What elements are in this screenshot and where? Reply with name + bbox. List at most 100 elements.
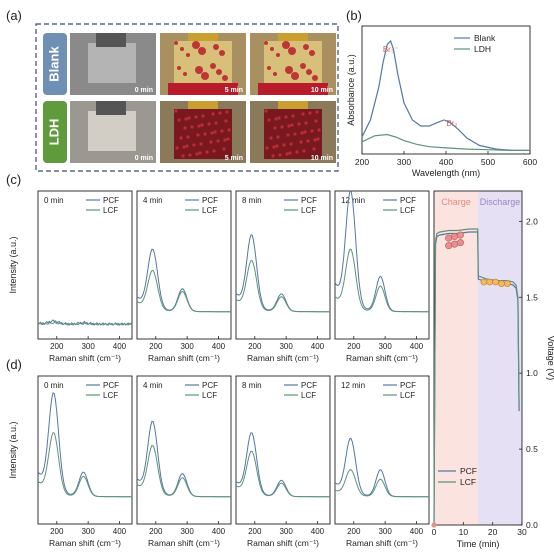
x-tick-label: 300 [397,157,411,167]
red-spot [285,66,293,74]
y-axis-label: Intensity (a.u.) [8,421,18,478]
legend-label-pcf: PCF [400,381,416,390]
red-spot [288,47,296,55]
y-tick-label: 0.0 [526,520,538,530]
legend-label-lcf: LCF [103,206,118,215]
red-dot [207,122,211,126]
red-spot [303,44,309,50]
panel-c-label: (c) [6,172,21,187]
marker-charge [456,231,464,239]
x-tick-label: 300 [279,527,293,536]
series-line-lcf [334,248,429,313]
red-dot [278,153,282,157]
y-tick-label: 1.0 [526,368,538,378]
red-dot [198,151,202,155]
red-spot [306,69,312,75]
red-spot [222,75,228,81]
legend-label-pcf: PCF [103,196,119,205]
red-dot [213,130,217,134]
red-spot [183,72,187,76]
red-dot [222,147,226,151]
panel-a-frame [35,23,339,172]
red-dot [224,119,228,123]
red-dot [293,132,297,136]
red-liquid [168,83,238,95]
red-dot [203,132,207,136]
red-dot [269,136,273,140]
x-tick-label: 200 [355,157,369,167]
red-spot [210,63,216,69]
legend-label-lcf: LCF [301,206,316,215]
red-dot [216,139,220,143]
y-tick-label: 2.0 [526,216,538,226]
red-dot [209,140,213,144]
series-line-lcf [235,259,330,313]
red-dot [288,151,292,155]
red-dot [200,123,204,127]
y-tick-label: 0.5 [526,444,538,454]
panel-voltage: Charge Discharge 0 10 20 30 Time (min) 0.0 0.5 1.… [431,190,554,549]
legend-label-blank: Blank [474,33,496,43]
x-axis-label: Time (min) [457,539,500,549]
red-dot [223,138,227,142]
legend-label-lcf: LCF [400,206,415,215]
raman-frame [235,375,331,525]
red-dot [277,116,281,120]
clamp [96,101,126,115]
red-dot [226,137,230,141]
red-spot [180,47,184,51]
red-dot [183,126,187,130]
voltage-frame [433,190,523,526]
red-dot [297,122,301,126]
red-dot [174,109,178,113]
time-label: 8 min [242,381,262,390]
series-line-lcf [334,469,429,498]
red-spot [192,41,200,49]
row-label-text: LDH [46,119,61,146]
marker-charge [445,242,453,250]
marker-charge [456,239,464,247]
x-tick-label: 400 [410,342,424,351]
raman-frame [37,375,133,525]
x-tick-label: 300 [378,342,392,351]
x-axis-label: Raman shift (cm⁻¹) [346,353,418,363]
series-line-pcf [334,437,429,498]
y-axis-label: Absorbance (a.u.) [346,54,356,126]
raman-frame [37,190,133,340]
red-dot [214,121,218,125]
red-dot [308,111,312,115]
legend-label-pcf: PCF [460,466,477,476]
red-spot [201,72,209,80]
red-dot [182,145,186,149]
series-line-lcf [37,321,133,326]
legend-label-lcf: LCF [301,391,316,400]
red-dot [285,152,289,156]
x-tick-label: 200 [50,342,64,351]
red-dot [188,153,192,157]
red-dot [212,149,216,153]
legend-label-lcf: LCF [400,391,415,400]
y-axis-label: Intensity (a.u.) [8,236,18,293]
red-dot [225,110,229,114]
red-dot [295,150,299,154]
x-tick-label: 400 [212,342,226,351]
x-tick-label: 200 [50,527,64,536]
legend-label-pcf: PCF [400,196,416,205]
x-axis-label: Raman shift (cm⁻¹) [49,353,121,363]
x-axis-label: Raman shift (cm⁻¹) [247,353,319,363]
legend-label-pcf: PCF [202,196,218,205]
red-dot [227,128,231,132]
x-axis-label: Wavelength (nm) [412,168,480,178]
time-label: 12 min [341,381,365,390]
red-spot [177,66,181,70]
x-tick-label: 400 [113,342,127,351]
red-dot [286,133,290,137]
time-label: 8 min [242,196,262,205]
red-dot [205,150,209,154]
red-dot [187,116,191,120]
red-spot [219,50,225,56]
red-dot [211,112,215,116]
